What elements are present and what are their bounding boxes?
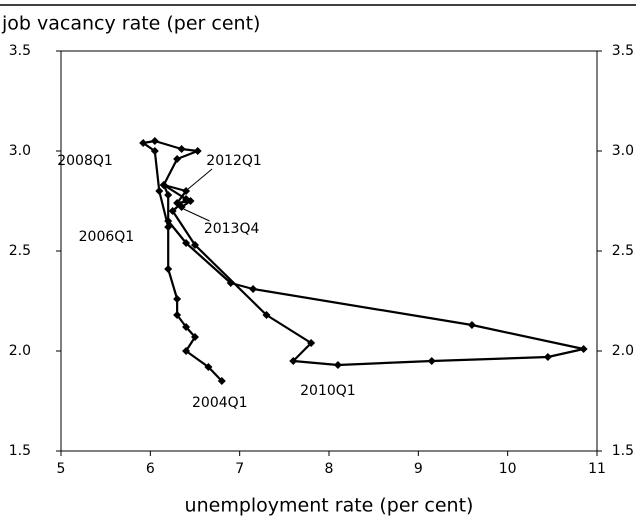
x-tick-label: 11: [588, 461, 606, 477]
x-tick-label: 5: [57, 461, 66, 477]
point-marker: [182, 239, 191, 247]
y2-tick-label: 2.0: [612, 343, 634, 359]
annotation-arrow: [183, 208, 210, 222]
annotation: 2010Q1: [300, 383, 356, 399]
point-marker: [262, 311, 271, 319]
point-marker: [164, 191, 173, 199]
point-marker: [193, 147, 202, 155]
point-marker: [164, 217, 173, 225]
annotation: 2004Q1: [192, 395, 248, 411]
point-marker: [427, 357, 436, 365]
point-marker: [289, 357, 298, 365]
annotation: 2006Q1: [79, 229, 135, 245]
series-line: [142, 139, 585, 382]
y-tick-label: 3.0: [9, 143, 31, 159]
point-marker: [579, 345, 588, 353]
point-marker: [249, 285, 258, 293]
y2-tick-label: 2.5: [612, 243, 634, 259]
point-marker: [173, 199, 182, 207]
y2-tick-label: 3.0: [612, 143, 634, 159]
y2-tick-label: 3.5: [612, 43, 634, 59]
point-marker: [186, 197, 195, 205]
point-marker: [159, 181, 168, 189]
y-tick-label: 1.5: [9, 443, 31, 459]
point-marker: [173, 295, 182, 303]
y-tick-label: 3.5: [9, 43, 31, 59]
point-marker: [173, 155, 182, 163]
y2-tick-label: 1.5: [612, 443, 634, 459]
point-marker: [204, 363, 213, 371]
point-marker: [467, 321, 476, 329]
annotation: 2008Q1: [57, 153, 113, 169]
x-tick-label: 7: [235, 461, 244, 477]
y-axis-label: job vacancy rate (per cent): [1, 13, 260, 35]
point-marker: [226, 279, 235, 287]
annotation: 2012Q1: [206, 153, 262, 169]
y-tick-label: 2.0: [9, 343, 31, 359]
point-marker: [191, 333, 199, 341]
point-marker: [191, 241, 199, 249]
point-marker: [173, 311, 182, 319]
point-marker: [177, 145, 186, 153]
x-tick-label: 9: [414, 461, 423, 477]
point-marker: [150, 147, 159, 155]
x-axis-label: unemployment rate (per cent): [185, 495, 474, 517]
point-marker: [543, 353, 552, 361]
point-marker: [155, 187, 164, 195]
y-tick-label: 2.5: [9, 243, 31, 259]
point-marker: [182, 347, 191, 355]
point-marker: [150, 137, 159, 145]
annotation: 2013Q4: [204, 221, 260, 237]
annotation-arrow: [187, 168, 213, 190]
point-marker: [164, 223, 173, 231]
point-marker: [164, 265, 173, 273]
x-tick-label: 10: [499, 461, 517, 477]
point-marker: [333, 361, 342, 369]
point-marker: [139, 139, 148, 147]
point-marker: [307, 339, 316, 347]
point-marker: [168, 207, 177, 215]
x-tick-label: 6: [146, 461, 155, 477]
point-marker: [182, 323, 191, 331]
point-marker: [217, 377, 226, 385]
x-tick-label: 8: [325, 461, 334, 477]
